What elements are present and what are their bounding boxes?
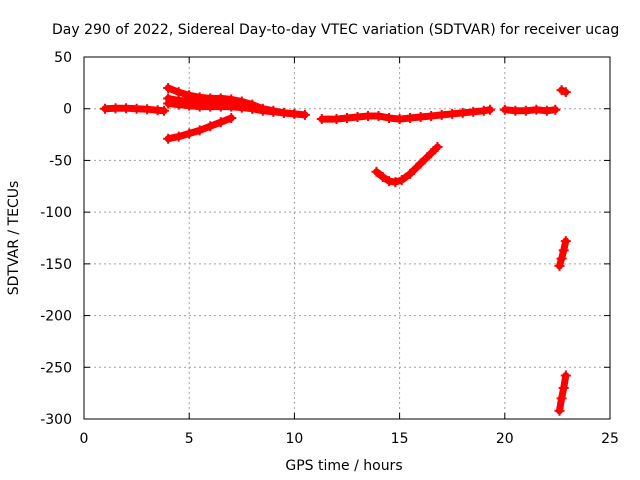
data-point [426,148,437,159]
data-point [100,103,111,114]
data-point [447,108,458,119]
data-point [236,102,247,113]
y-tick-label: -300 [40,412,72,428]
y-tick-label: -250 [40,360,72,376]
data-series [100,83,571,416]
data-point [215,101,226,112]
data-point [560,87,571,98]
data-point [554,260,565,271]
data-point [371,166,382,177]
data-point [184,100,195,111]
data-point [163,98,174,109]
data-point [257,105,268,116]
data-point [510,105,521,116]
data-point [556,253,567,264]
data-point [173,99,184,110]
y-axis-label: SDTVAR / TECUs [6,181,22,296]
data-point [560,236,571,247]
data-point [384,176,395,187]
data-point [247,103,258,114]
data-point [405,113,416,124]
data-point [205,101,216,112]
data-point [142,104,153,115]
x-tick-label: 15 [391,431,409,447]
data-point [121,103,132,114]
y-tick-label: 50 [54,50,72,66]
data-point [558,382,569,393]
data-point [554,405,565,416]
data-point [520,105,531,116]
data-point [390,177,401,188]
data-point [558,245,569,256]
x-tick-label: 5 [185,431,194,447]
data-point [396,175,407,186]
data-point [556,393,567,404]
data-point [373,110,384,121]
data-point [163,133,174,144]
data-point [194,101,205,112]
data-point [194,125,205,136]
x-tick-label: 10 [285,431,303,447]
x-tick-label: 25 [601,431,619,447]
data-point [289,108,300,119]
data-point [485,104,496,115]
y-tick-label: -100 [40,205,72,221]
data-point [158,105,169,116]
data-point [215,117,226,128]
plot-frame [83,56,611,420]
data-point [278,107,289,118]
data-point [342,113,352,124]
data-point [184,128,195,139]
data-point [531,104,542,115]
data-point [352,111,363,122]
data-point [436,109,447,120]
chart-title: Day 290 of 2022, Sidereal Day-to-day VTE… [52,22,619,38]
axis-ticks: 0 5 10 15 20 25 50 0 -50 -100 -150 -200 -250 -300 [40,50,619,447]
data-point [377,171,388,182]
data-point [468,106,479,117]
x-tick-label: 0 [80,431,89,447]
data-point [299,109,310,120]
data-point [110,103,121,114]
data-point [173,131,184,142]
y-tick-label: 0 [63,102,72,118]
y-tick-label: -200 [40,309,72,325]
data-point [163,83,174,94]
data-point [226,113,237,124]
data-point [131,103,142,114]
data-point [205,121,216,132]
data-point [384,113,395,124]
data-point [415,158,426,169]
data-point [363,110,374,121]
data-point [499,104,510,115]
data-point [226,101,237,112]
series-arc-10 [556,237,570,270]
data-point [432,141,443,152]
series-arc-11 [556,372,570,415]
x-axis-label: GPS time / hours [285,458,402,474]
data-point [394,114,405,125]
data-point [316,114,327,125]
data-point [405,168,416,179]
data-point [550,104,561,115]
data-point [268,106,279,117]
y-tick-label: -150 [40,257,72,273]
data-point [457,107,468,118]
data-point [541,105,552,116]
x-tick-label: 20 [496,431,514,447]
y-tick-label: -50 [49,153,72,169]
data-point [331,114,342,125]
data-point [478,105,489,116]
data-point [560,370,571,381]
data-point [426,110,437,121]
data-point [415,111,426,122]
